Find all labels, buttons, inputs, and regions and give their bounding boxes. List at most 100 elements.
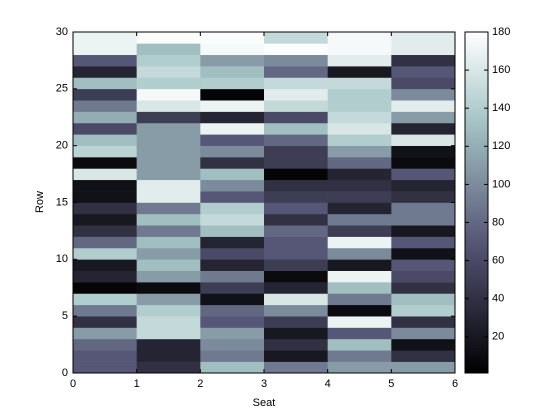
colorbar-swatch xyxy=(465,327,488,331)
heatmap-cell xyxy=(73,77,137,90)
colorbar-swatch xyxy=(465,265,488,269)
colorbar-swatch xyxy=(465,100,488,104)
colorbar-swatch xyxy=(465,225,488,229)
heatmap-cell xyxy=(73,350,137,362)
x-tick-label: 3 xyxy=(261,378,267,390)
heatmap-cell xyxy=(391,213,456,226)
colorbar-swatch xyxy=(465,157,488,161)
y-tick-label: 30 xyxy=(56,26,68,38)
heatmap-cell xyxy=(200,350,265,362)
heatmap-cell xyxy=(327,213,392,226)
colorbar-swatch xyxy=(465,310,488,314)
colorbar-swatch xyxy=(465,347,488,351)
heatmap-cell xyxy=(264,66,328,78)
heatmap-cell xyxy=(327,54,392,67)
colorbar-swatch xyxy=(465,34,488,39)
y-axis-label: Row xyxy=(34,191,46,213)
colorbar-swatch xyxy=(465,296,488,300)
colorbar-swatch xyxy=(465,259,488,263)
heatmap-cell xyxy=(200,111,265,124)
colorbar-swatch xyxy=(465,139,488,144)
heatmap-cell xyxy=(264,191,328,203)
heatmap-cell xyxy=(264,134,328,146)
heatmap-cell xyxy=(200,100,265,112)
heatmap-cell xyxy=(136,77,201,90)
heatmap-cell xyxy=(200,179,265,192)
heatmap-cell xyxy=(73,32,137,44)
colorbar-swatch xyxy=(465,293,488,297)
colorbar-swatch xyxy=(465,80,488,84)
heatmap-cell xyxy=(136,327,201,340)
colorbar-swatch xyxy=(465,216,488,221)
heatmap-cell xyxy=(327,66,392,78)
heatmap-cell xyxy=(73,316,137,328)
colorbar-swatch xyxy=(465,196,488,201)
heatmap-cell xyxy=(73,259,137,271)
heatmap-cell xyxy=(136,32,201,44)
colorbar-swatch xyxy=(465,159,488,164)
colorbar-swatch xyxy=(465,330,488,334)
heatmap-cell xyxy=(136,111,201,124)
heatmap-cell xyxy=(200,191,265,203)
heatmap-cell xyxy=(136,191,201,203)
heatmap-cell xyxy=(264,350,328,362)
heatmap-cell xyxy=(327,350,392,362)
heatmap-cell xyxy=(391,66,456,78)
heatmap-cell xyxy=(73,134,137,146)
heatmap-cell xyxy=(200,134,265,146)
colorbar-swatch xyxy=(465,287,488,292)
colorbar-swatch xyxy=(465,367,488,371)
colorbar-swatch xyxy=(465,319,488,323)
colorbar-tick-label: 20 xyxy=(492,331,504,343)
colorbar-swatch xyxy=(465,46,488,50)
heatmap-cell xyxy=(136,157,201,169)
heatmap-cell xyxy=(391,100,456,112)
colorbar-swatch xyxy=(465,85,488,90)
heatmap-cell xyxy=(73,338,137,351)
colorbar-swatch xyxy=(465,162,488,167)
colorbar-swatch xyxy=(465,219,488,223)
heatmap-cell xyxy=(391,157,456,169)
heatmap-cell xyxy=(73,54,137,67)
heatmap-cell xyxy=(73,157,137,169)
heatmap-cell xyxy=(73,293,137,306)
colorbar-tick-label: 160 xyxy=(492,64,510,76)
colorbar-swatch xyxy=(465,276,488,280)
heatmap-cell xyxy=(200,225,265,237)
heatmap-cell xyxy=(200,293,265,306)
heatmap-cell xyxy=(391,270,456,283)
colorbar-swatch xyxy=(465,253,488,257)
heatmap-cell xyxy=(136,350,201,362)
heatmap-cell xyxy=(391,202,456,215)
colorbar-swatch xyxy=(465,49,488,53)
colorbar-swatch xyxy=(465,60,488,64)
heatmap-cell xyxy=(136,282,201,294)
heatmap-cell xyxy=(73,282,137,294)
colorbar-swatch xyxy=(465,51,488,56)
heatmap-cell xyxy=(327,236,392,249)
heatmap-cell xyxy=(264,316,328,328)
heatmap-cell xyxy=(200,304,265,317)
heatmap-cell xyxy=(391,316,456,328)
heatmap-cell xyxy=(391,43,456,56)
heatmap-cell xyxy=(136,304,201,317)
heatmap-cell xyxy=(73,327,137,340)
heatmap-cell xyxy=(391,293,456,306)
colorbar-tick-label: 180 xyxy=(492,26,510,38)
heatmap-cell xyxy=(391,191,456,203)
heatmap-cell xyxy=(73,145,137,158)
heatmap-cell xyxy=(264,225,328,237)
colorbar-swatch xyxy=(465,179,488,184)
colorbar-swatch xyxy=(465,191,488,195)
heatmap-cell xyxy=(391,236,456,249)
heatmap-cell xyxy=(73,304,137,317)
heatmap-cell xyxy=(327,77,392,90)
heatmap-cell xyxy=(136,145,201,158)
heatmap-cell xyxy=(391,54,456,67)
heatmap-cell xyxy=(73,213,137,226)
colorbar-swatch xyxy=(465,282,488,286)
heatmap-cell xyxy=(73,88,137,101)
heatmap-cell xyxy=(327,270,392,283)
heatmap-cell xyxy=(136,88,201,101)
